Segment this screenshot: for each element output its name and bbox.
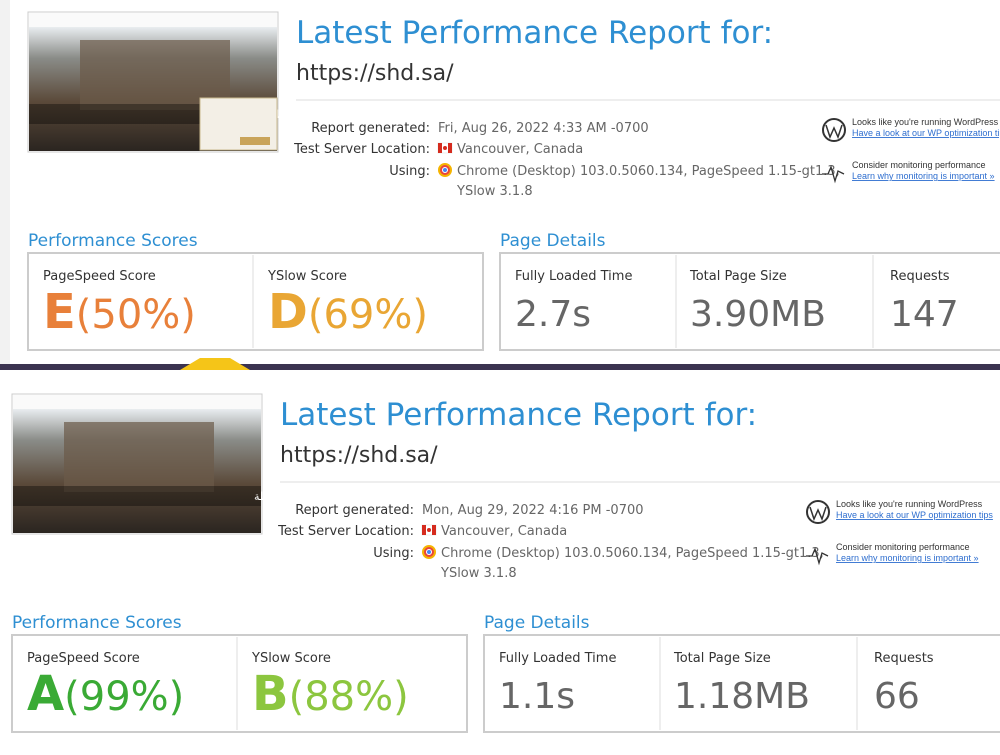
monitor-icon [806,547,829,566]
meta-value: Chrome (Desktop) 103.0.5060.134, PageSpe… [441,546,824,561]
metric-label: Requests [874,651,934,666]
score-label: PageSpeed Score [43,269,156,284]
flag-right [448,143,452,153]
meta-value: Fri, Aug 26, 2022 4:33 AM -0700 [438,121,649,136]
note-text: Looks like you're running WordPress [852,117,999,127]
section-heading: Performance Scores [12,613,182,633]
chrome-icon-center [442,167,448,173]
metric-value: 147 [890,294,959,335]
details-box [483,634,1000,733]
wordpress-glyph [825,124,843,140]
scores-box [11,634,468,733]
meta-value: Mon, Aug 29, 2022 4:16 PM -0700 [422,503,644,518]
score-value: E(50%) [43,284,196,340]
meta-label: Using: [389,164,430,179]
section-heading: Page Details [500,231,606,251]
thumb-caption-band [13,486,261,506]
thumb-caption: واجهات المباني تضفي طابعا خاصا على البيئ… [254,490,498,503]
note-text: Consider monitoring performance [852,160,986,170]
metric-value: 1.18MB [674,676,810,717]
score-value: A(99%) [27,666,184,722]
score-grade: D [268,284,308,340]
section-heading: Page Details [484,613,590,633]
divider-shape [180,358,250,370]
metric-label: Requests [890,269,950,284]
score-grade: A [27,666,64,722]
thumb-building [64,422,214,492]
wordpress-glyph [809,506,827,522]
thumb-form-button [240,137,270,145]
note-link[interactable]: Have a look at our WP optimization tips [852,128,1000,138]
metric-label: Fully Loaded Time [499,651,616,666]
report: تضفي طابعًا خاصًا على البيئة المحيطة Late… [27,11,1000,351]
flag-right [432,525,436,535]
score-percent: (69%) [308,292,428,338]
meta-label: Test Server Location: [277,524,414,539]
report-url: https://shd.sa/ [296,61,454,86]
section-heading: Performance Scores [28,231,198,251]
chrome-icon-center [426,549,432,555]
meta-label: Test Server Location: [293,142,430,157]
meta-value: Vancouver, Canada [457,142,583,157]
report-url: https://shd.sa/ [280,443,438,468]
meta-label: Report generated: [311,121,430,136]
monitor-icon [822,165,845,184]
metric-value: 66 [874,676,920,717]
metric-label: Fully Loaded Time [515,269,632,284]
note-link[interactable]: Have a look at our WP optimization tips [836,510,993,520]
flag-leaf [427,528,431,532]
note-text: Consider monitoring performance [836,542,970,552]
metric-value: 1.1s [499,676,575,717]
score-label: YSlow Score [267,269,347,284]
score-label: YSlow Score [251,651,331,666]
note-link[interactable]: Learn why monitoring is important » [836,553,979,563]
meta-value: Vancouver, Canada [441,524,567,539]
report: واجهات المباني تضفي طابعا خاصا على البيئ… [11,393,1000,733]
score-value: B(88%) [252,666,409,722]
scores-box [27,252,484,351]
meta-label: Using: [373,546,414,561]
thumb-header [29,13,277,27]
meta-value: YSlow 3.1.8 [440,566,517,581]
score-percent: (50%) [76,292,196,338]
thumb-caption: تضفي طابعًا خاصًا على البيئة المحيطة [270,108,441,121]
score-label: PageSpeed Score [27,651,140,666]
thumb-header [13,395,261,409]
flag-left [422,525,426,535]
score-grade: B [252,666,289,722]
metric-value: 2.7s [515,294,591,335]
meta-label: Report generated: [295,503,414,518]
details-box [499,252,1000,351]
score-grade: E [43,284,76,340]
metric-label: Total Page Size [673,651,771,666]
meta-value: Chrome (Desktop) 103.0.5060.134, PageSpe… [457,164,840,179]
divider [0,364,1000,370]
report-title: Latest Performance Report for: [280,397,757,433]
metric-label: Total Page Size [689,269,787,284]
metric-value: 3.90MB [690,294,826,335]
score-percent: (99%) [64,674,184,720]
left-edge [0,0,10,365]
wordpress-icon [822,118,846,142]
flag-leaf [443,146,447,150]
wordpress-icon [806,500,830,524]
score-value: D(69%) [268,284,428,340]
note-text: Looks like you're running WordPress [836,499,983,509]
note-link[interactable]: Learn why monitoring is important » [852,171,995,181]
report-title: Latest Performance Report for: [296,15,773,51]
flag-left [438,143,442,153]
score-percent: (88%) [289,674,409,720]
meta-value: YSlow 3.1.8 [456,184,533,199]
